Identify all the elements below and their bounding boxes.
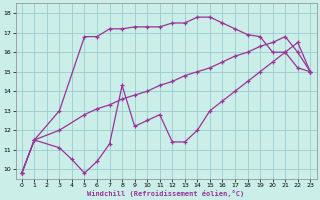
X-axis label: Windchill (Refroidissement éolien,°C): Windchill (Refroidissement éolien,°C) bbox=[87, 190, 245, 197]
